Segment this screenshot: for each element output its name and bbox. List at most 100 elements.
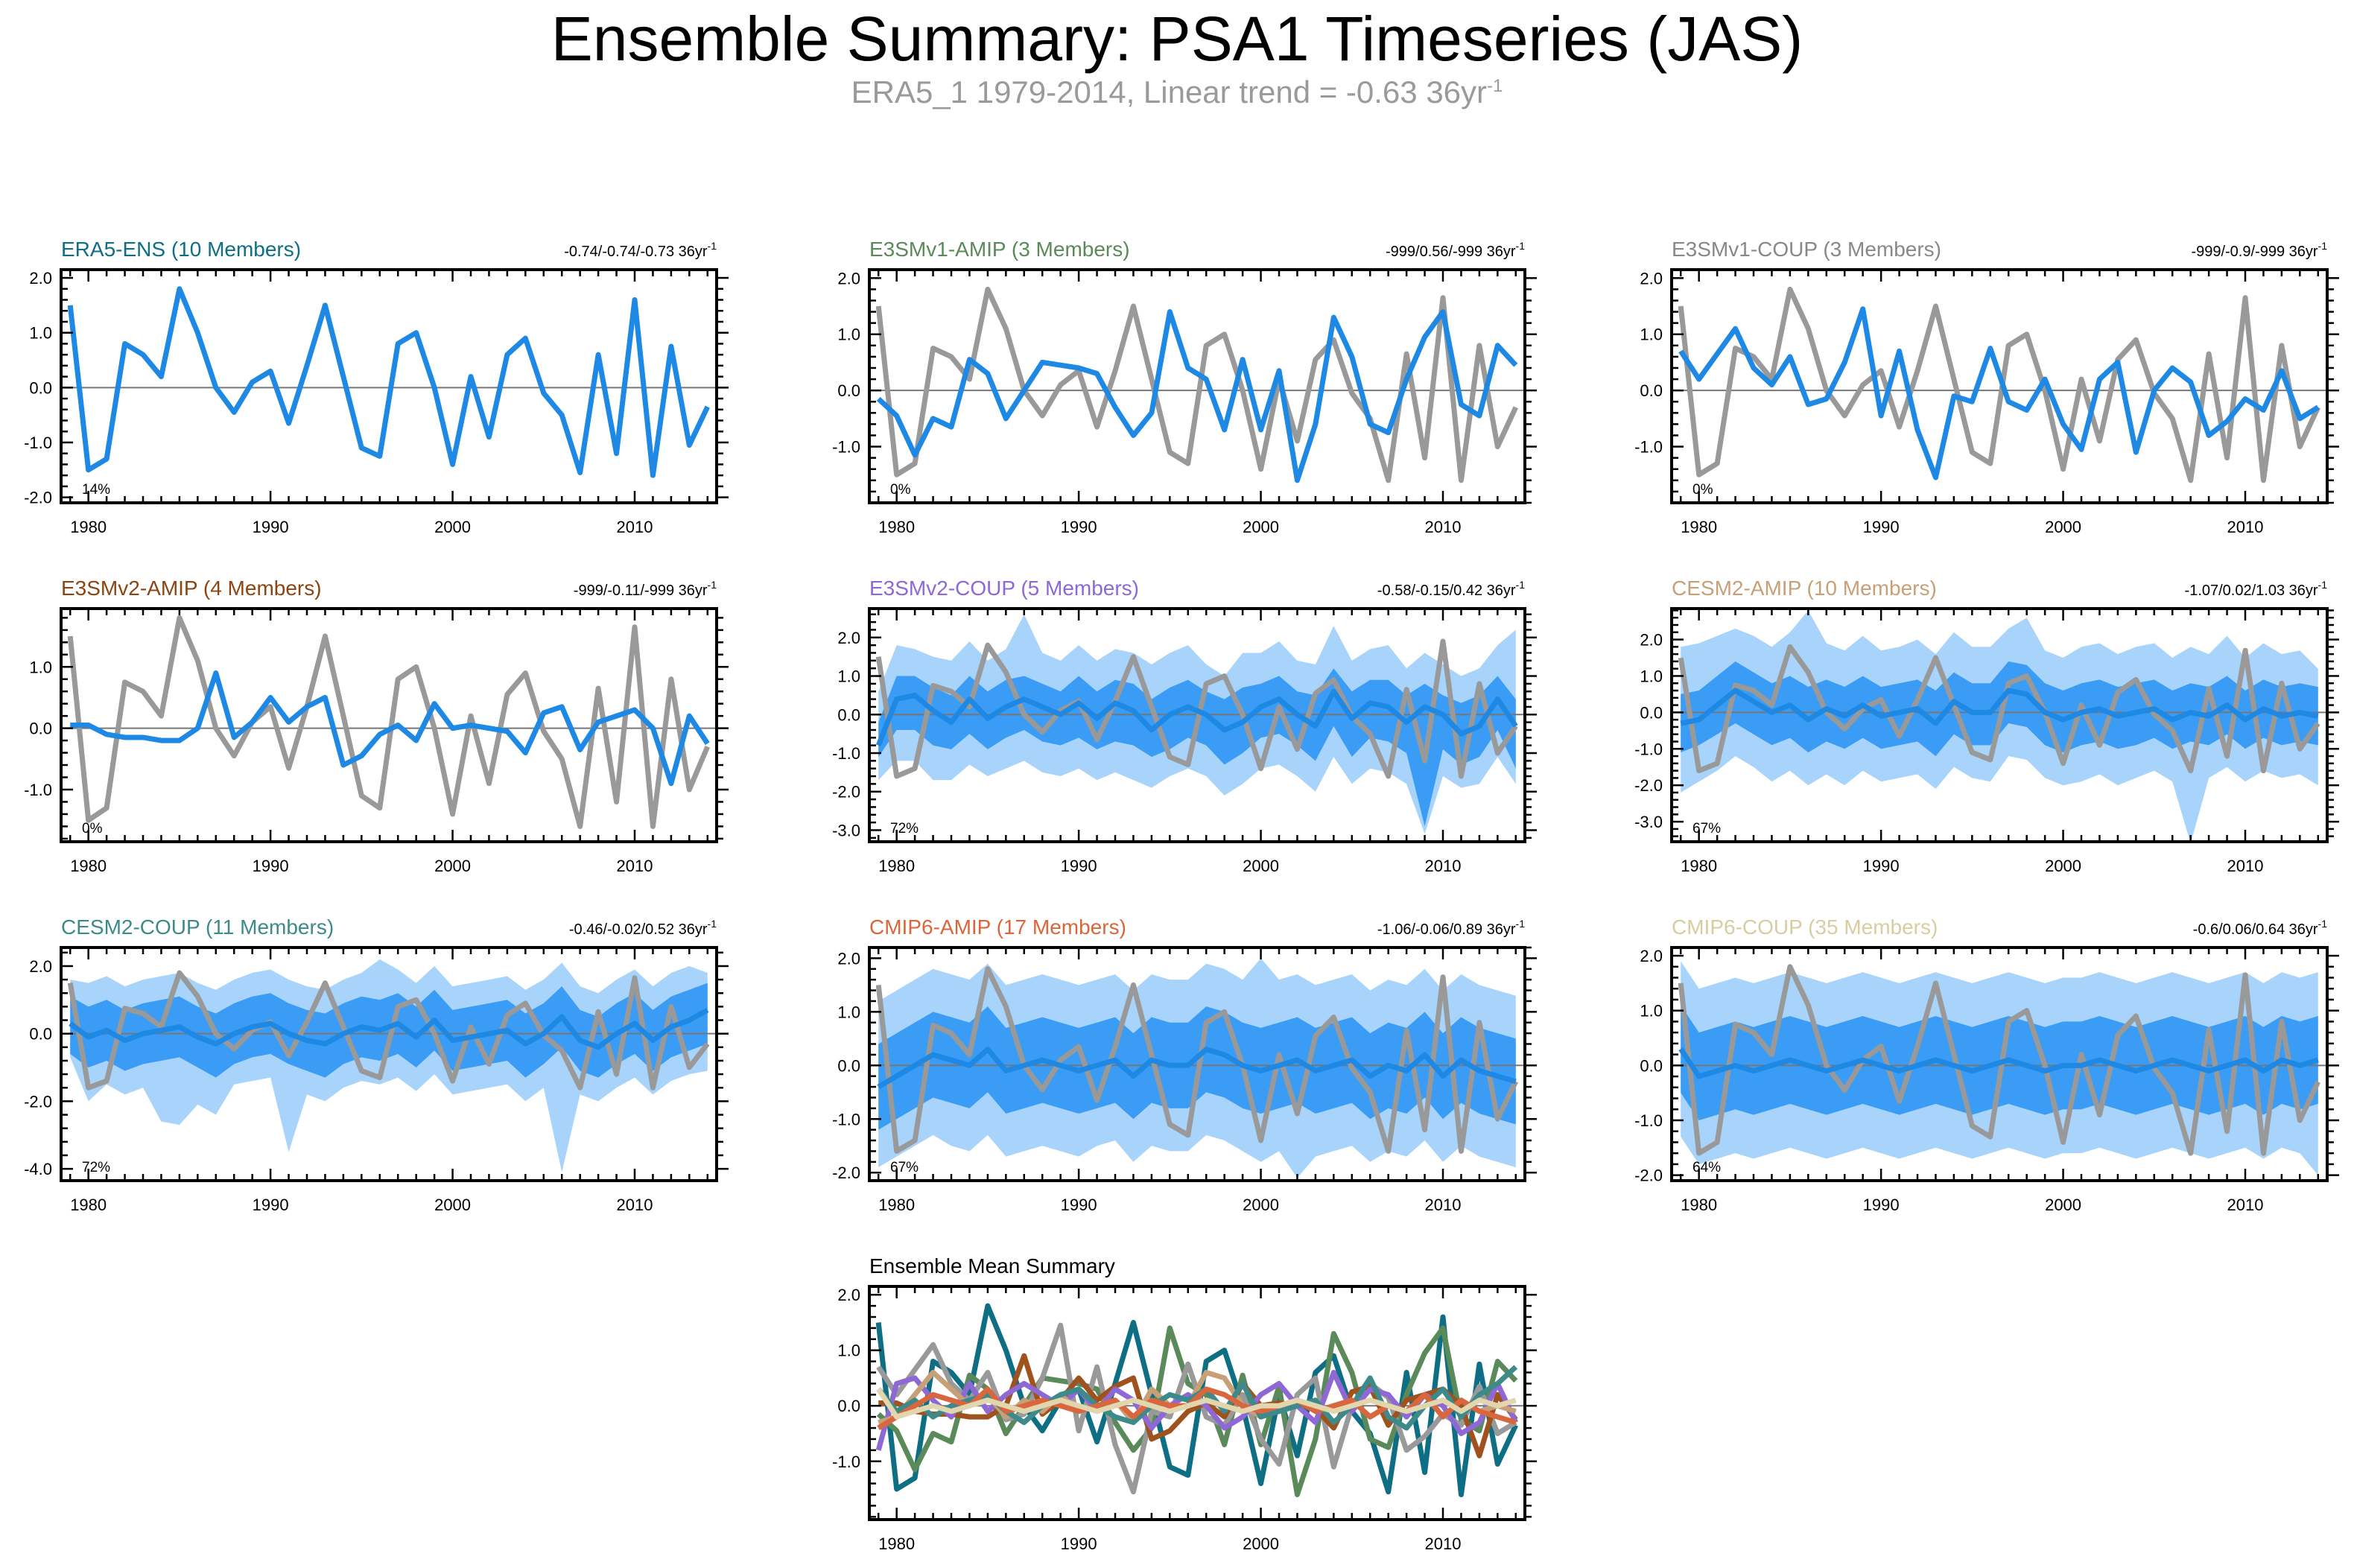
- y-tick-label: -2.0: [832, 783, 860, 802]
- y-tick-label: -3.0: [832, 821, 860, 839]
- y-tick-label: 0.0: [29, 378, 52, 397]
- x-tick-label: 1990: [1061, 857, 1097, 875]
- y-tick-label: 2.0: [837, 1286, 860, 1304]
- figure-title: Ensemble Summary: PSA1 Timeseries (JAS): [551, 4, 1803, 74]
- ensemble-mean-line: [875, 688, 1518, 746]
- panel-title: E3SMv2-COUP (5 Members): [869, 577, 1139, 600]
- y-tick-label: 1.0: [29, 324, 52, 343]
- y-tick-label: -2.0: [1634, 1167, 1663, 1185]
- x-tick-label: 1990: [253, 1196, 289, 1214]
- observation-line: [875, 966, 1518, 1154]
- x-tick-label: 2010: [2227, 518, 2264, 536]
- panel-frame: [60, 946, 718, 1182]
- x-tick-label: 2000: [1243, 518, 1279, 536]
- x-tick-label: 1990: [253, 518, 289, 536]
- panel-title: CMIP6-AMIP (17 Members): [869, 915, 1126, 939]
- panel-frame: [1670, 268, 2329, 504]
- x-tick-label: 2000: [2045, 857, 2081, 875]
- ensemble-mean-line: [1680, 688, 2319, 726]
- y-tick-label: -1.0: [832, 744, 860, 763]
- y-tick-label: -2.0: [24, 1092, 52, 1111]
- panel-9: CMIP6-COUP (35 Members) -0.6/0.06/0.64 36…: [1634, 915, 2339, 1214]
- panel-trend: -999/-0.11/-999 36yr-1: [574, 579, 717, 599]
- spread-inner-band: [1681, 661, 2318, 757]
- panel-trend: -0.74/-0.74/-0.73 36yr-1: [564, 240, 717, 260]
- x-tick-label: 2010: [1425, 1196, 1462, 1214]
- panel-10: Ensemble Mean Summary 2.0 1.0 0.0 -1.0 1980 19…: [832, 1254, 1537, 1553]
- panel-trend: -999/0.56/-999 36yr-1: [1386, 240, 1525, 260]
- x-tick-label: 2000: [434, 518, 471, 536]
- ensemble-mean-line: [70, 670, 710, 787]
- x-tick-label: 2010: [617, 518, 653, 536]
- ensemble-mean-line: [877, 1047, 1517, 1090]
- x-tick-label: 2010: [1425, 1534, 1462, 1553]
- series-line-cmip6-coup: [876, 1387, 1517, 1420]
- ensemble-mean-line: [69, 1007, 709, 1050]
- panel-frame: [60, 268, 718, 504]
- y-tick-label: 1.0: [837, 667, 860, 686]
- percentile-annotation: 0%: [82, 821, 103, 837]
- y-tick-label: -2.0: [1634, 776, 1663, 795]
- x-tick-label: 1980: [878, 1196, 915, 1214]
- x-tick-label: 2000: [2045, 518, 2081, 536]
- y-tick-label: -1.0: [832, 438, 860, 457]
- percentile-annotation: 72%: [82, 1160, 110, 1175]
- observation-line: [875, 286, 1518, 483]
- panel-frame: [868, 607, 1526, 843]
- y-tick-label: -1.0: [832, 1453, 860, 1471]
- x-tick-label: 1980: [1681, 1196, 1717, 1214]
- ensemble-mean-line: [876, 309, 1518, 483]
- panel-title: Ensemble Mean Summary: [869, 1254, 1115, 1277]
- x-tick-label: 2010: [2227, 1196, 2264, 1214]
- x-tick-label: 2000: [434, 1196, 471, 1214]
- x-tick-label: 2010: [1425, 518, 1462, 536]
- panel-title: E3SMv1-AMIP (3 Members): [869, 238, 1130, 261]
- observation-line: [1678, 286, 2320, 483]
- x-tick-label: 1980: [70, 1196, 107, 1214]
- observation-line: [875, 638, 1518, 779]
- x-tick-label: 1980: [70, 857, 107, 875]
- x-tick-label: 2000: [434, 857, 471, 875]
- y-tick-label: 1.0: [837, 326, 860, 344]
- panel-trend: -0.46/-0.02/0.52 36yr-1: [569, 918, 717, 938]
- panel-title: E3SMv1-COUP (3 Members): [1672, 238, 1941, 261]
- y-tick-label: -1.0: [1634, 1111, 1663, 1130]
- y-tick-label: 1.0: [1640, 1002, 1663, 1021]
- x-tick-label: 1980: [878, 1534, 915, 1553]
- ensemble-mean-line: [67, 286, 710, 478]
- panel-trend: -1.07/0.02/1.03 36yr-1: [2185, 579, 2328, 599]
- y-tick-label: 0.0: [29, 1025, 52, 1044]
- plot-area: [869, 614, 1525, 834]
- x-tick-label: 1980: [1681, 518, 1717, 536]
- percentile-annotation: 67%: [890, 1160, 919, 1175]
- panel-frame: [868, 268, 1526, 504]
- x-tick-label: 2010: [617, 857, 653, 875]
- y-tick-label: 2.0: [837, 269, 860, 288]
- panel-trend: -1.06/-0.06/0.89 36yr-1: [1377, 918, 1525, 938]
- spread-inner-band: [70, 983, 708, 1078]
- panel-title: E3SMv2-AMIP (4 Members): [61, 577, 322, 600]
- plot-area: [1672, 610, 2327, 842]
- y-tick-label: 1.0: [837, 1342, 860, 1360]
- panel-2: E3SMv1-AMIP (3 Members) -999/0.56/-999 36…: [832, 238, 1537, 536]
- panel-frame: [868, 1285, 1526, 1521]
- y-tick-label: 2.0: [1640, 947, 1663, 965]
- subtitle-sup: -1: [1487, 76, 1503, 96]
- plot-area: [61, 615, 717, 829]
- y-tick-label: -2.0: [24, 489, 52, 507]
- y-tick-label: 0.0: [837, 381, 860, 400]
- y-tick-label: 0.0: [29, 720, 52, 738]
- panel-7: CESM2-COUP (11 Members) -0.46/-0.02/0.52 …: [24, 915, 729, 1214]
- panel-3: E3SMv1-COUP (3 Members) -999/-0.9/-999 36…: [1634, 238, 2339, 536]
- panel-frame: [1670, 607, 2329, 843]
- panel-title: ERA5-ENS (10 Members): [61, 238, 301, 261]
- panel-8: CMIP6-AMIP (17 Members) -1.06/-0.06/0.89 …: [832, 915, 1537, 1214]
- percentile-annotation: 64%: [1692, 1160, 1721, 1175]
- x-tick-label: 1990: [1061, 1196, 1097, 1214]
- spread-inner-band: [878, 668, 1516, 827]
- panel-6: CESM2-AMIP (10 Members) -1.07/0.02/1.03 3…: [1634, 577, 2339, 875]
- y-tick-label: -1.0: [1634, 740, 1663, 758]
- plot-area: [869, 1303, 1525, 1497]
- panel-frame: [1670, 946, 2329, 1182]
